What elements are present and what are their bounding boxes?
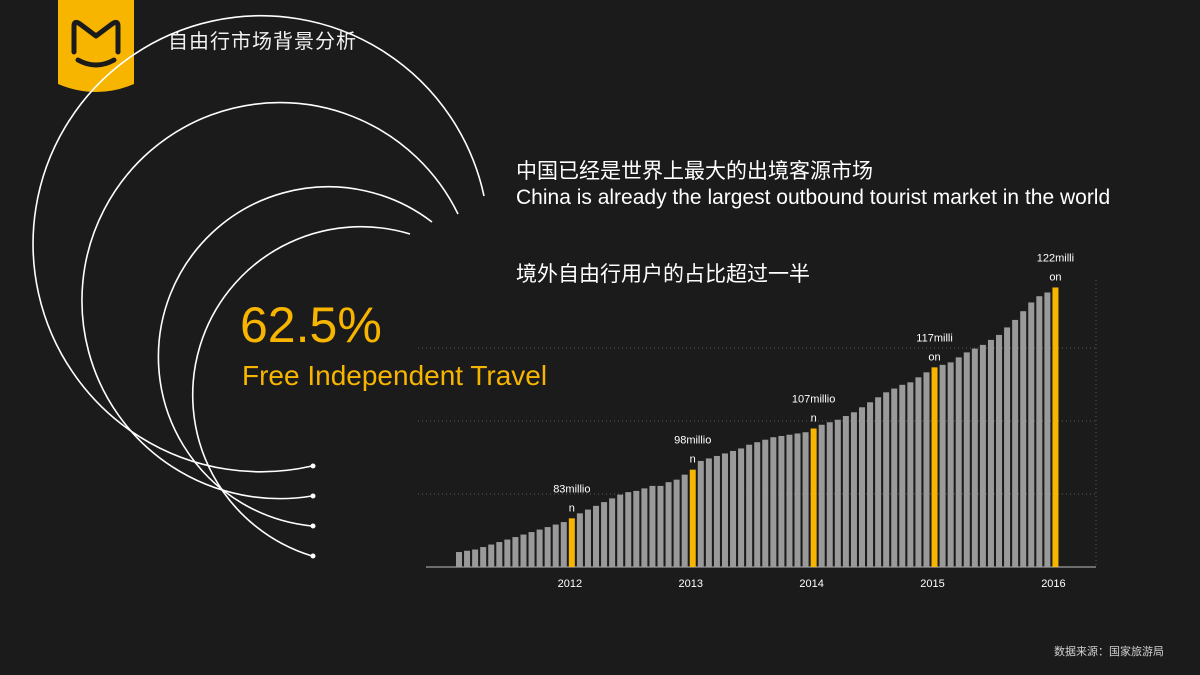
bar — [528, 532, 535, 567]
value-label: 117milli — [916, 332, 952, 344]
bar — [987, 339, 994, 567]
bar — [705, 458, 712, 567]
bar — [955, 357, 962, 567]
bar-highlight — [1052, 287, 1059, 567]
value-label: on — [928, 351, 940, 363]
bar — [1020, 311, 1027, 567]
bar — [834, 419, 841, 567]
bar — [657, 485, 664, 567]
bar — [552, 524, 559, 567]
value-label: 83millio — [553, 483, 590, 495]
bar — [649, 485, 656, 567]
bar — [721, 453, 728, 567]
bar — [641, 488, 648, 567]
bar — [826, 422, 833, 567]
bar — [746, 444, 753, 567]
bar — [617, 494, 624, 567]
value-label: n — [690, 454, 696, 466]
bar — [673, 479, 680, 567]
bar — [1012, 319, 1019, 567]
bar — [730, 450, 737, 567]
x-tick-label: 2014 — [799, 578, 823, 590]
bar — [939, 364, 946, 567]
bar — [762, 439, 769, 567]
x-tick-label: 2016 — [1041, 578, 1065, 590]
value-label: 98millio — [674, 435, 711, 447]
bar — [850, 412, 857, 567]
bar — [947, 362, 954, 567]
bar — [875, 397, 882, 567]
bar — [464, 550, 471, 567]
bar — [633, 490, 640, 567]
x-tick-label: 2015 — [920, 578, 944, 590]
bar — [560, 522, 567, 567]
bar — [818, 424, 825, 567]
value-label: n — [569, 502, 575, 514]
bar — [915, 377, 922, 567]
bar — [859, 407, 865, 567]
bar-highlight — [568, 518, 575, 567]
bar — [963, 352, 970, 567]
bar — [665, 482, 672, 567]
bar — [544, 527, 551, 567]
bar — [738, 448, 745, 567]
bar — [802, 432, 809, 567]
headline-english: China is already the largest outbound to… — [516, 186, 1111, 209]
x-tick-label: 2013 — [678, 578, 702, 590]
bar — [794, 433, 801, 567]
bar-highlight — [689, 469, 696, 567]
bar — [996, 334, 1003, 567]
bar — [609, 498, 616, 567]
bar — [697, 460, 704, 567]
bar — [601, 502, 608, 567]
bar — [520, 534, 527, 567]
bar — [883, 392, 890, 567]
bar — [971, 348, 978, 567]
bar — [472, 549, 479, 567]
fit-percentage: 62.5% — [240, 297, 382, 353]
bar — [1028, 302, 1035, 567]
bar — [625, 492, 632, 567]
fit-label: Free Independent Travel — [242, 360, 548, 391]
value-label: on — [1049, 271, 1061, 283]
bar — [907, 382, 914, 567]
value-label: 122milli — [1037, 252, 1074, 264]
bar — [899, 384, 906, 567]
bar — [713, 455, 720, 567]
bar — [1004, 327, 1011, 567]
bar — [786, 434, 793, 567]
bar — [891, 388, 898, 567]
bar — [593, 505, 600, 567]
headline-chinese: 中国已经是世界上最大的出境客源市场 — [516, 159, 873, 183]
bar — [681, 474, 688, 567]
bar — [456, 552, 462, 567]
data-source: 数据来源：国家旅游局 — [1054, 645, 1164, 658]
value-label: n — [811, 412, 817, 424]
bar — [504, 539, 511, 567]
bar — [867, 402, 874, 567]
bar — [754, 442, 761, 567]
bar — [584, 509, 591, 567]
bar-highlight — [810, 428, 817, 567]
bar — [979, 344, 986, 567]
bar — [480, 547, 487, 567]
subheadline-chinese: 境外自由行用户的占比超过一半 — [516, 262, 810, 286]
bar-highlight — [931, 367, 938, 567]
bar — [770, 437, 777, 567]
bar — [923, 372, 930, 567]
x-tick-label: 2012 — [558, 578, 582, 590]
bar — [576, 513, 583, 567]
bar — [1036, 296, 1043, 567]
bar — [488, 544, 495, 567]
bar — [536, 529, 543, 567]
bar — [1044, 292, 1051, 567]
bar — [778, 435, 785, 567]
bar — [512, 537, 519, 567]
bar — [496, 542, 503, 567]
bar — [842, 416, 849, 567]
value-label: 107millio — [792, 393, 835, 405]
